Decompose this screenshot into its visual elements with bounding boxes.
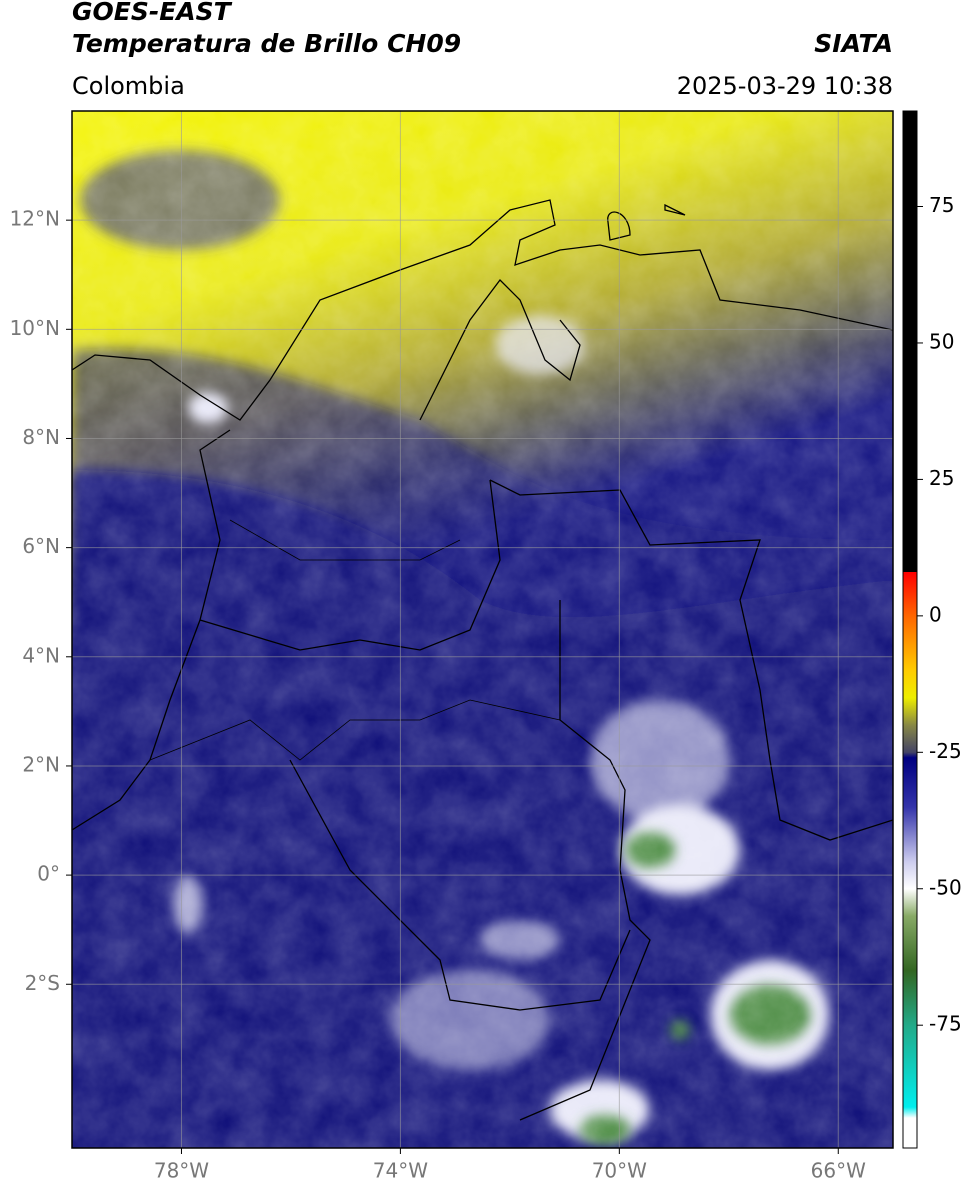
y-tick-label: 2°N (22, 752, 60, 776)
colorbar-tick-label: -50 (929, 875, 962, 899)
x-tick-label: 78°W (154, 1159, 209, 1183)
y-tick-label: 8°N (22, 425, 60, 449)
colorbar-tick-label: 0 (929, 602, 942, 626)
colorbar-tick-label: -25 (929, 739, 962, 763)
colorbar-tick-label: -75 (929, 1012, 962, 1036)
colorbar (902, 110, 918, 1149)
grid (72, 111, 893, 1148)
colorbar-tick-label: 50 (929, 329, 954, 353)
colorbar-tick-label: 75 (929, 193, 954, 217)
map-frame (71, 110, 894, 1149)
datetime: 2025-03-29 10:38 (677, 72, 893, 100)
y-tick-label: 2°S (25, 971, 60, 995)
x-tick-label: 66°W (811, 1159, 866, 1183)
title: GOES-EAST (72, 0, 233, 26)
x-tick-label: 70°W (592, 1159, 647, 1183)
subtitle: Temperatura de Brillo CH09 (72, 29, 461, 58)
satellite-image (72, 111, 893, 1148)
x-tick-label: 74°W (373, 1159, 428, 1183)
y-tick-label: 12°N (10, 207, 60, 231)
y-tick-label: 6°N (22, 534, 60, 558)
region: Colombia (72, 72, 185, 100)
y-tick-label: 4°N (22, 643, 60, 667)
colorbar-tick-label: 25 (929, 466, 954, 490)
y-tick-label: 0° (37, 862, 60, 886)
y-tick-label: 10°N (10, 316, 60, 340)
source: SIATA (814, 29, 893, 58)
